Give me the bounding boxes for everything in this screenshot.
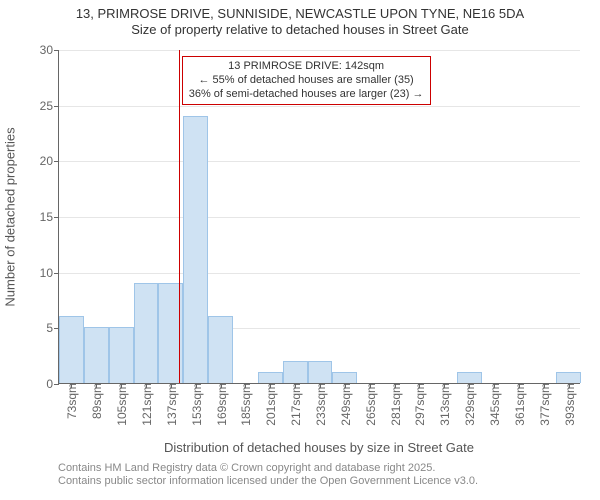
gridline xyxy=(59,106,580,107)
ytick-label: 20 xyxy=(40,154,59,168)
xtick-label: 249sqm xyxy=(337,383,353,426)
title-line2: Size of property relative to detached ho… xyxy=(0,22,600,38)
histogram-bar xyxy=(332,372,357,383)
annotation-line: ← 55% of detached houses are smaller (35… xyxy=(189,74,424,88)
xtick-label: 105sqm xyxy=(113,383,129,426)
histogram-bar xyxy=(308,361,333,383)
histogram-bar xyxy=(59,316,84,383)
chart-footer: Contains HM Land Registry data © Crown c… xyxy=(58,462,478,488)
ytick-label: 5 xyxy=(46,321,59,335)
annotation-line: 13 PRIMROSE DRIVE: 142sqm xyxy=(189,60,424,74)
xtick-label: 393sqm xyxy=(561,383,577,426)
xtick-label: 217sqm xyxy=(287,383,303,426)
xtick-label: 169sqm xyxy=(213,383,229,426)
histogram-bar xyxy=(134,283,159,383)
xtick-label: 153sqm xyxy=(188,383,204,426)
xtick-label: 121sqm xyxy=(138,383,154,426)
xtick-label: 233sqm xyxy=(312,383,328,426)
xtick-label: 329sqm xyxy=(461,383,477,426)
histogram-bar xyxy=(457,372,482,383)
gridline xyxy=(59,273,580,274)
gridline xyxy=(59,161,580,162)
xtick-label: 89sqm xyxy=(88,383,104,419)
histogram-bar xyxy=(109,327,134,383)
xtick-label: 281sqm xyxy=(387,383,403,426)
histogram-bar xyxy=(283,361,308,383)
xtick-label: 201sqm xyxy=(262,383,278,426)
histogram-bar xyxy=(84,327,109,383)
marker-line xyxy=(179,50,180,383)
xtick-label: 361sqm xyxy=(511,383,527,426)
chart-area: 0 5 10 15 20 25 30 73sqm 89sqm 105sqm 121sqm 137sqm… xyxy=(0,38,600,500)
xtick-label: 185sqm xyxy=(237,383,253,426)
gridline xyxy=(59,50,580,51)
annotation-box: 13 PRIMROSE DRIVE: 142sqm← 55% of detach… xyxy=(182,56,431,105)
ytick-label: 25 xyxy=(40,99,59,113)
title-line1: 13, PRIMROSE DRIVE, SUNNISIDE, NEWCASTLE… xyxy=(0,6,600,22)
xtick-label: 377sqm xyxy=(536,383,552,426)
ytick-label: 30 xyxy=(40,43,59,57)
ytick-label: 15 xyxy=(40,210,59,224)
xtick-label: 265sqm xyxy=(362,383,378,426)
ytick-label: 0 xyxy=(46,377,59,391)
footer-line2: Contains public sector information licen… xyxy=(58,475,478,488)
annotation-line: 36% of semi-detached houses are larger (… xyxy=(189,88,424,102)
histogram-bar xyxy=(208,316,233,383)
xtick-label: 297sqm xyxy=(411,383,427,426)
footer-line1: Contains HM Land Registry data © Crown c… xyxy=(58,462,478,475)
histogram-bar xyxy=(556,372,581,383)
histogram-bar xyxy=(183,116,208,383)
xtick-label: 137sqm xyxy=(163,383,179,426)
xtick-label: 73sqm xyxy=(63,383,79,419)
xtick-label: 345sqm xyxy=(486,383,502,426)
ytick-label: 10 xyxy=(40,266,59,280)
gridline xyxy=(59,217,580,218)
xtick-label: 313sqm xyxy=(436,383,452,426)
plot-area: 05101520253073sqm89sqm105sqm121sqm137sqm… xyxy=(58,50,580,384)
chart-title-block: 13, PRIMROSE DRIVE, SUNNISIDE, NEWCASTLE… xyxy=(0,0,600,37)
y-axis-title: Number of detached properties xyxy=(3,127,18,306)
histogram-bar xyxy=(258,372,283,383)
x-axis-title: Distribution of detached houses by size … xyxy=(58,440,580,455)
